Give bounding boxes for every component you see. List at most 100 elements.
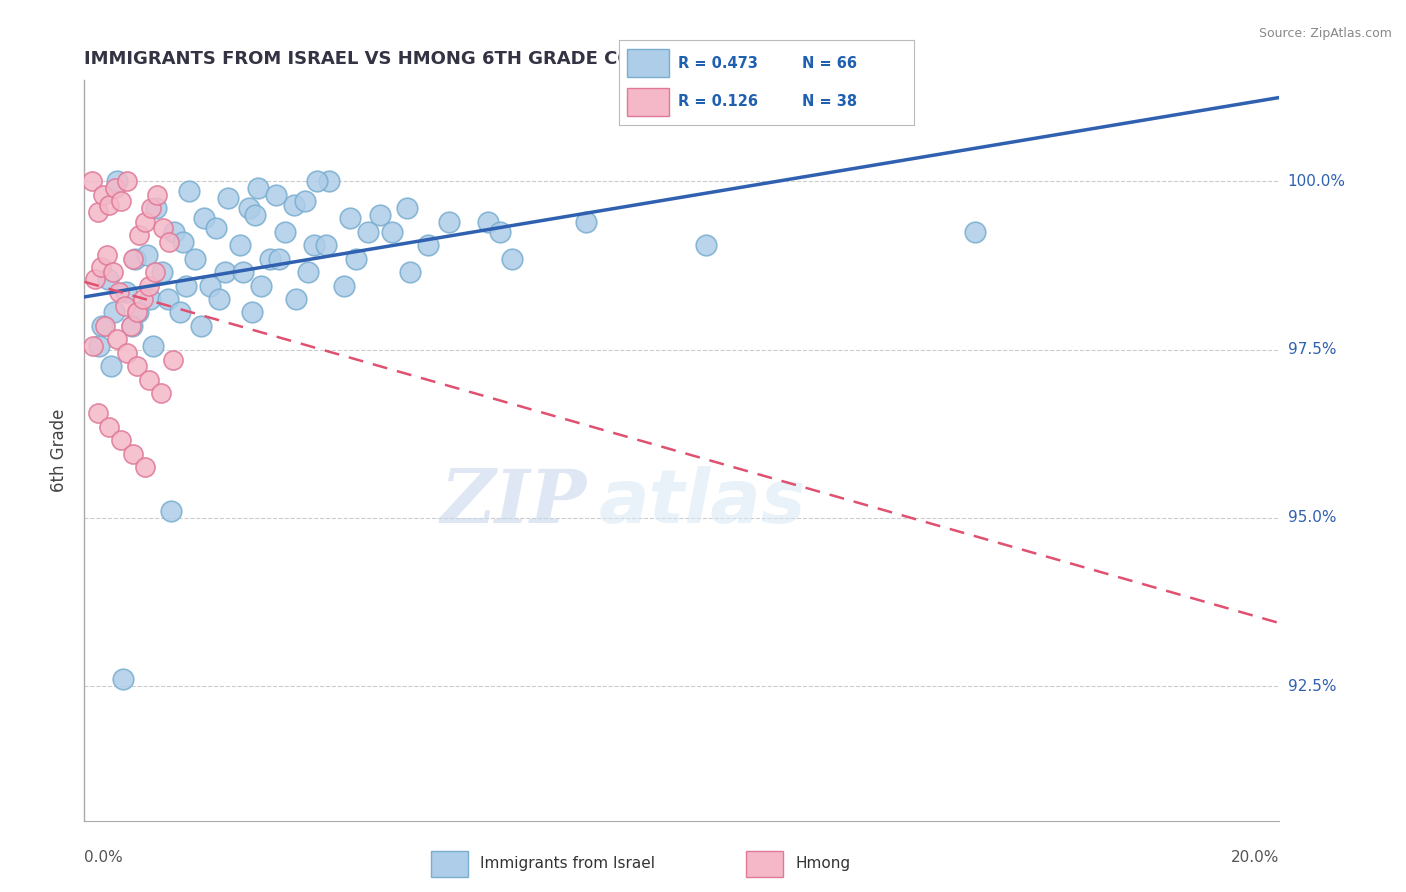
Point xyxy=(103,305,125,319)
Point xyxy=(190,318,212,333)
Point xyxy=(488,225,510,239)
Point xyxy=(105,174,128,188)
Point xyxy=(141,201,163,215)
Point xyxy=(477,214,499,228)
Point xyxy=(143,265,166,279)
Point xyxy=(294,194,316,209)
Point xyxy=(246,181,269,195)
Point xyxy=(283,198,305,212)
Point xyxy=(217,191,239,205)
Point xyxy=(307,174,329,188)
Point xyxy=(125,359,148,374)
Point xyxy=(121,318,143,333)
Point xyxy=(114,299,136,313)
Point xyxy=(138,278,160,293)
Point xyxy=(100,359,122,374)
Point xyxy=(501,252,523,266)
Point xyxy=(134,460,156,475)
Bar xyxy=(627,49,669,78)
Point xyxy=(80,174,103,188)
Point xyxy=(249,278,271,293)
Point xyxy=(157,235,180,249)
Point xyxy=(91,318,114,333)
Point xyxy=(437,214,460,228)
Point xyxy=(193,211,215,226)
Point xyxy=(228,238,252,252)
Point xyxy=(416,238,439,252)
Point xyxy=(174,278,197,293)
Point xyxy=(240,305,263,319)
Point xyxy=(93,187,115,202)
Bar xyxy=(430,851,468,877)
Point xyxy=(264,187,287,202)
Point xyxy=(238,201,260,215)
Point xyxy=(357,225,380,239)
Point xyxy=(136,248,159,262)
Point xyxy=(163,225,186,239)
Point xyxy=(198,278,221,293)
Text: 97.5%: 97.5% xyxy=(1288,342,1336,357)
Point xyxy=(381,225,404,239)
Point xyxy=(105,332,128,346)
Point xyxy=(142,339,165,353)
Point xyxy=(89,339,111,353)
Point xyxy=(162,352,184,367)
Text: IMMIGRANTS FROM ISRAEL VS HMONG 6TH GRADE CORRELATION CHART: IMMIGRANTS FROM ISRAEL VS HMONG 6TH GRAD… xyxy=(84,50,820,68)
Point xyxy=(110,434,132,448)
Point xyxy=(110,194,132,209)
Point xyxy=(115,285,138,300)
Text: 95.0%: 95.0% xyxy=(1288,510,1336,525)
Text: Hmong: Hmong xyxy=(796,855,851,871)
Point xyxy=(90,260,112,275)
Point xyxy=(169,305,191,319)
Y-axis label: 6th Grade: 6th Grade xyxy=(51,409,69,492)
Point xyxy=(128,228,150,243)
Point xyxy=(117,174,139,188)
Point xyxy=(134,214,156,228)
Text: 92.5%: 92.5% xyxy=(1288,679,1336,693)
Text: 0.0%: 0.0% xyxy=(84,850,124,865)
Bar xyxy=(627,87,669,116)
Text: atlas: atlas xyxy=(599,466,806,539)
Point xyxy=(139,292,162,306)
Text: R = 0.126: R = 0.126 xyxy=(678,94,758,109)
Point xyxy=(273,225,295,239)
Point xyxy=(344,252,367,266)
Point xyxy=(84,272,107,286)
Text: N = 66: N = 66 xyxy=(801,56,856,71)
Point xyxy=(149,386,172,401)
Point xyxy=(333,278,356,293)
Point xyxy=(138,373,160,387)
Point xyxy=(120,318,142,333)
Point xyxy=(297,265,319,279)
Point xyxy=(82,339,104,353)
Point xyxy=(132,292,155,306)
Point xyxy=(125,305,148,319)
Point xyxy=(339,211,361,226)
Point xyxy=(101,265,124,279)
Point xyxy=(963,225,986,239)
Point xyxy=(368,208,391,222)
Point xyxy=(214,265,236,279)
Point xyxy=(160,504,183,518)
Point xyxy=(285,292,308,306)
Point xyxy=(122,447,145,461)
Point xyxy=(267,252,290,266)
Point xyxy=(157,292,180,306)
Point xyxy=(86,407,108,421)
Text: 20.0%: 20.0% xyxy=(1232,850,1279,865)
Point xyxy=(146,187,169,202)
Point xyxy=(127,305,149,319)
Point xyxy=(396,201,419,215)
Point xyxy=(86,204,108,219)
Point xyxy=(243,208,266,222)
Text: ZIP: ZIP xyxy=(440,466,586,539)
Point xyxy=(205,221,228,235)
Point xyxy=(98,420,121,434)
Text: N = 38: N = 38 xyxy=(801,94,856,109)
Point xyxy=(259,252,281,266)
Text: 100.0%: 100.0% xyxy=(1288,174,1346,189)
Point xyxy=(112,673,135,687)
Point xyxy=(304,238,326,252)
Text: R = 0.473: R = 0.473 xyxy=(678,56,758,71)
